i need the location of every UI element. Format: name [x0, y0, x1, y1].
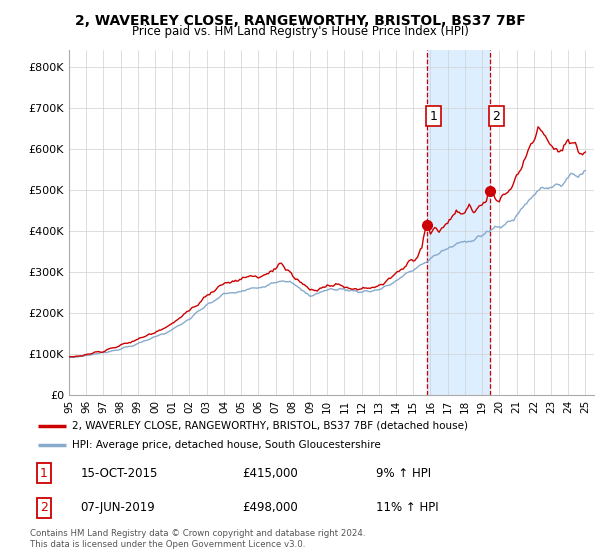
Text: HPI: Average price, detached house, South Gloucestershire: HPI: Average price, detached house, Sout… [72, 440, 380, 450]
Text: 1: 1 [430, 110, 437, 123]
Text: £415,000: £415,000 [242, 467, 298, 480]
Text: 11% ↑ HPI: 11% ↑ HPI [376, 501, 439, 514]
Text: £498,000: £498,000 [242, 501, 298, 514]
Text: 2: 2 [492, 110, 500, 123]
Text: 2: 2 [40, 501, 48, 514]
Text: Price paid vs. HM Land Registry's House Price Index (HPI): Price paid vs. HM Land Registry's House … [131, 25, 469, 38]
Text: Contains HM Land Registry data © Crown copyright and database right 2024.
This d: Contains HM Land Registry data © Crown c… [30, 529, 365, 549]
Text: 9% ↑ HPI: 9% ↑ HPI [376, 467, 431, 480]
Text: 2, WAVERLEY CLOSE, RANGEWORTHY, BRISTOL, BS37 7BF: 2, WAVERLEY CLOSE, RANGEWORTHY, BRISTOL,… [74, 14, 526, 28]
Text: 15-OCT-2015: 15-OCT-2015 [80, 467, 158, 480]
Bar [427, 50, 490, 395]
Text: 07-JUN-2019: 07-JUN-2019 [80, 501, 155, 514]
Text: 1: 1 [40, 467, 48, 480]
Text: 2, WAVERLEY CLOSE, RANGEWORTHY, BRISTOL, BS37 7BF (detached house): 2, WAVERLEY CLOSE, RANGEWORTHY, BRISTOL,… [72, 421, 468, 431]
